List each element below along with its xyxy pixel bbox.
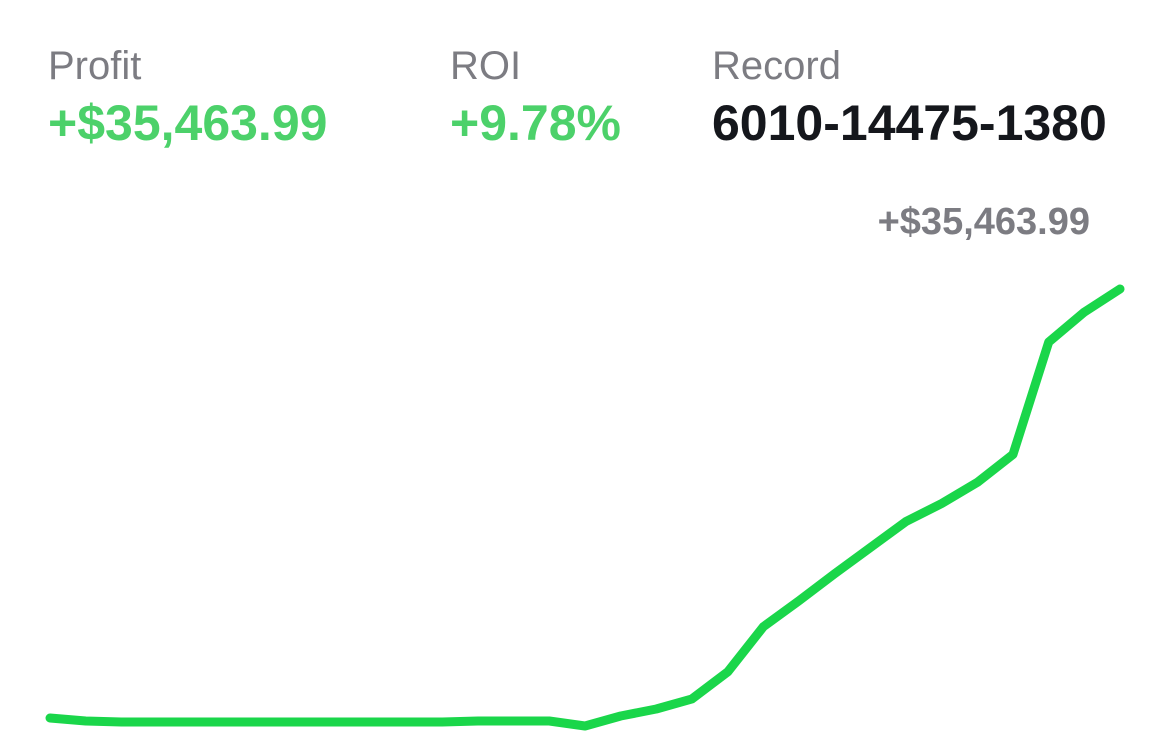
stat-label: Record: [712, 44, 841, 88]
stat-value: +9.78%: [450, 95, 621, 151]
profit-chart: +$35,463.99: [45, 201, 1125, 731]
stat-label: Profit: [48, 44, 141, 88]
profit-line: [45, 284, 1125, 731]
stat-value: 6010-14475-1380: [712, 95, 1107, 151]
stat-label: ROI: [450, 44, 521, 88]
value-label: +$35,463.99: [878, 201, 1090, 243]
stat-value: +$35,463.99: [48, 95, 327, 151]
